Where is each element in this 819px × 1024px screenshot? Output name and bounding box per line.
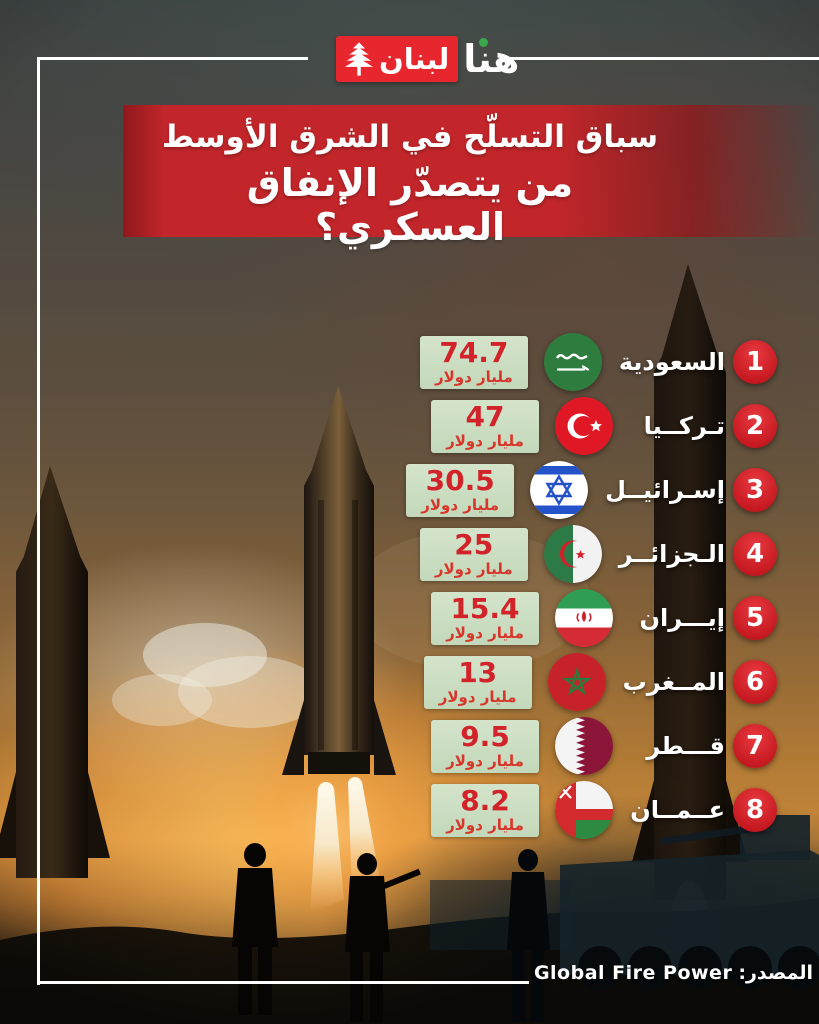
value-box: 15.4 مليار دولار bbox=[431, 591, 539, 645]
country-name: إيـــران bbox=[639, 604, 726, 632]
value-unit: مليار دولار bbox=[438, 688, 517, 706]
country-name: قـــطر bbox=[646, 732, 725, 760]
ranking-list: 1 السعودية 74.7 مليار دولار 2 تـركــيا bbox=[406, 333, 777, 839]
frame-border-top-right bbox=[505, 57, 819, 60]
country-name: السعودية bbox=[618, 348, 725, 376]
value-unit: مليار دولار bbox=[434, 560, 513, 578]
value-amount: 47 bbox=[465, 400, 505, 433]
value-unit: مليار دولار bbox=[446, 752, 524, 770]
value-amount: 9.5 bbox=[460, 720, 510, 753]
qatar-flag-icon bbox=[555, 717, 613, 775]
ranking-row-8: 8 عــمــان 8.2 مليار دولار bbox=[431, 781, 777, 839]
ranking-row-1: 1 السعودية 74.7 مليار دولار bbox=[419, 333, 777, 391]
rank-badge: 3 bbox=[733, 468, 777, 512]
algeria-flag-icon bbox=[543, 525, 602, 583]
ranking-row-4: 4 الـجزائــر 25 مليار دولار bbox=[419, 525, 777, 583]
title-line-1: سباق التسلّح في الشرق الأوسط bbox=[161, 119, 659, 155]
rank-badge: 7 bbox=[733, 724, 777, 768]
value-amount: 15.4 bbox=[450, 592, 520, 625]
title-line-2: من يتصدّر الإنفاق العسكري؟ bbox=[246, 161, 574, 249]
value-unit: مليار دولار bbox=[434, 368, 513, 386]
value-box: 25 مليار دولار bbox=[419, 527, 528, 581]
saudi-arabia-flag-icon bbox=[543, 333, 602, 391]
rank-badge: 5 bbox=[733, 596, 777, 640]
value-box: 74.7 مليار دولار bbox=[419, 335, 528, 389]
rank-badge: 6 bbox=[733, 660, 777, 704]
country-name: الـجزائــر bbox=[618, 540, 725, 568]
morocco-flag-icon bbox=[547, 653, 606, 711]
logo-prefix: هنا bbox=[463, 37, 520, 81]
frame-border-left bbox=[37, 57, 40, 985]
ranking-row-2: 2 تـركــيا 47 مليار دولار bbox=[431, 397, 777, 455]
israel-flag-icon bbox=[530, 461, 589, 519]
value-box: 47 مليار دولار bbox=[431, 399, 539, 453]
source-label: المصدر: bbox=[738, 962, 813, 984]
source-value: Global Fire Power bbox=[533, 962, 733, 984]
lebanon-cedar-icon bbox=[345, 42, 373, 76]
iran-flag-icon bbox=[555, 589, 613, 647]
rank-badge: 1 bbox=[733, 340, 777, 384]
value-amount: 74.7 bbox=[439, 336, 509, 369]
oman-flag-icon bbox=[555, 781, 613, 839]
country-name: تـركــيا bbox=[643, 412, 725, 440]
ranking-row-6: 6 المــغرب 13 مليار دولار bbox=[423, 653, 777, 711]
logo-box: لبنان bbox=[336, 36, 459, 82]
value-unit: مليار دولار bbox=[421, 496, 500, 514]
value-amount: 25 bbox=[454, 528, 494, 561]
value-box: 9.5 مليار دولار bbox=[431, 719, 539, 773]
value-amount: 30.5 bbox=[425, 464, 495, 497]
rank-badge: 4 bbox=[733, 532, 777, 576]
smoke-cloud bbox=[143, 623, 267, 687]
left-missile-silhouette bbox=[0, 466, 110, 878]
country-name: عــمــان bbox=[630, 796, 725, 824]
logo: هنا لبنان bbox=[336, 34, 521, 84]
country-name: إسـرائيــل bbox=[605, 476, 725, 504]
value-amount: 13 bbox=[458, 656, 498, 689]
value-unit: مليار دولار bbox=[446, 432, 524, 450]
country-name: المــغرب bbox=[622, 668, 725, 696]
rocket-plume bbox=[310, 788, 344, 912]
value-box: 30.5 مليار دولار bbox=[406, 463, 515, 517]
rank-badge: 2 bbox=[733, 404, 777, 448]
frame-border-bottom bbox=[37, 981, 529, 984]
value-box: 13 مليار دولار bbox=[423, 655, 532, 709]
title-banner: سباق التسلّح في الشرق الأوسط من يتصدّر ا… bbox=[123, 105, 819, 249]
value-box: 8.2 مليار دولار bbox=[431, 783, 539, 837]
logo-name: لبنان bbox=[379, 41, 450, 76]
rank-badge: 8 bbox=[733, 788, 777, 832]
center-missile-silhouette bbox=[282, 386, 396, 912]
logo-green-dot-accent bbox=[479, 38, 489, 47]
soldier-silhouette bbox=[232, 843, 550, 1022]
frame-border-top-left bbox=[37, 57, 308, 60]
value-unit: مليار دولار bbox=[446, 624, 524, 642]
value-amount: 8.2 bbox=[460, 784, 510, 817]
value-unit: مليار دولار bbox=[446, 816, 524, 834]
ranking-row-3: 3 إسـرائيــل 30.5 مليار دولار bbox=[406, 461, 777, 519]
source-note: المصدر: Global Fire Power bbox=[534, 962, 813, 984]
turkey-flag-icon bbox=[555, 397, 613, 455]
ranking-row-5: 5 إيـــران 15.4 مليار دولار bbox=[431, 589, 777, 647]
ranking-row-7: 7 قـــطر 9.5 مليار دولار bbox=[431, 717, 777, 775]
